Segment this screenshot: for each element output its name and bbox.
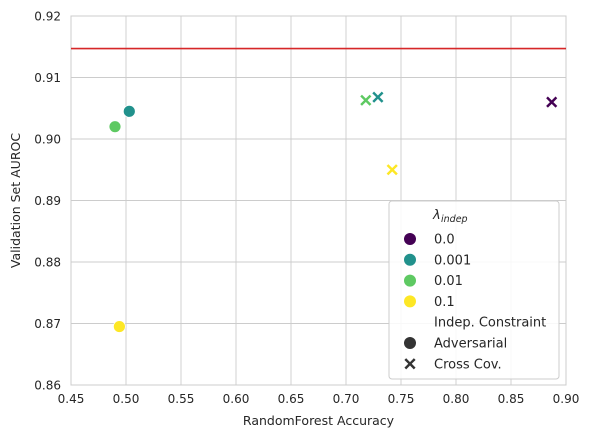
data-point-x <box>545 95 559 109</box>
data-point-x <box>371 90 385 104</box>
y-tick-label: 0.87 <box>34 317 61 331</box>
x-tick-label: 0.45 <box>58 392 85 406</box>
x-tick-label: 0.90 <box>553 392 580 406</box>
legend-box <box>388 200 560 380</box>
data-point-x <box>359 93 373 107</box>
x-tick-label: 0.70 <box>333 392 360 406</box>
x-tick-label: 0.75 <box>388 392 415 406</box>
legend-swatch <box>404 274 416 287</box>
y-tick-label: 0.91 <box>34 71 61 85</box>
y-tick-label: 0.90 <box>34 133 61 147</box>
legend-swatch <box>404 233 416 245</box>
legend-label: Cross Cov. <box>434 357 502 372</box>
x-tick-label: 0.65 <box>278 392 305 406</box>
y-axis-title: Validation Set AUROC <box>8 133 23 268</box>
legend-label: 0.001 <box>434 253 471 268</box>
legend-marker-circle <box>404 337 416 349</box>
legend-label: 0.01 <box>434 274 463 289</box>
plot-border <box>70 15 567 386</box>
legend-label: 0.0 <box>434 233 455 248</box>
legend-label: 0.1 <box>434 295 455 310</box>
x-tick-label: 0.60 <box>223 392 250 406</box>
x-tick-label: 0.55 <box>168 392 195 406</box>
data-point-circle <box>113 320 126 333</box>
x-axis-title: RandomForest Accuracy <box>243 413 395 428</box>
legend-title: λ <box>432 208 441 223</box>
y-tick-label: 0.92 <box>34 10 61 24</box>
legend-label: Adversarial <box>434 337 507 352</box>
x-tick-label: 0.50 <box>113 392 140 406</box>
x-tick-label: 0.85 <box>498 392 525 406</box>
y-tick-label: 0.88 <box>34 256 61 270</box>
legend-swatch <box>404 295 416 308</box>
y-tick-label: 0.86 <box>34 379 61 393</box>
y-tick-label: 0.89 <box>34 194 61 208</box>
legend-style-title: Indep. Constraint <box>434 316 546 331</box>
x-tick-label: 0.80 <box>443 392 470 406</box>
legend-title-subscript: indep <box>441 214 468 225</box>
data-point-x <box>385 163 399 177</box>
legend-marker-x <box>403 357 417 371</box>
data-point-circle <box>108 120 122 134</box>
legend-swatch <box>404 253 416 266</box>
data-point-circle <box>122 104 136 118</box>
